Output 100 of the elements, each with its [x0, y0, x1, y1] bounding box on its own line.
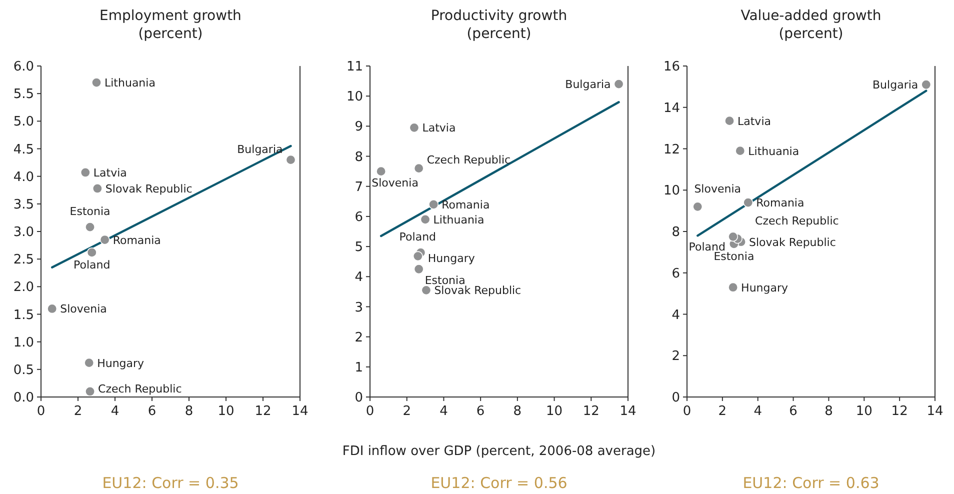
- point: [412, 251, 423, 262]
- chart-title: Value-added growth (percent): [740, 8, 882, 42]
- point: [421, 285, 432, 296]
- annotation: Bulgaria: [872, 78, 918, 92]
- chart-title: Employment growth (percent): [100, 8, 242, 42]
- x-tick-label: 0: [36, 404, 46, 419]
- annotation: Bulgaria: [237, 142, 283, 156]
- annotation: Poland: [74, 258, 110, 272]
- y-tick-label: 1: [354, 360, 363, 376]
- annotation: Czech Republic: [98, 382, 182, 396]
- y-tick-label: 7: [354, 180, 363, 195]
- x-tick-label: 6: [789, 404, 798, 419]
- point: [735, 146, 746, 156]
- x-tick-label: 12: [582, 404, 600, 419]
- y-tick-label: 8: [672, 225, 680, 240]
- y-tick-label: 2: [354, 330, 363, 346]
- y-tick-label: 10: [663, 184, 680, 199]
- point: [414, 264, 424, 274]
- annotation: Romania: [756, 196, 804, 210]
- y-tick-label: 16: [663, 60, 680, 75]
- y-tick-label: 6.0: [13, 60, 34, 75]
- point: [86, 247, 97, 258]
- point: [85, 386, 96, 396]
- annotation: Latvia: [93, 166, 127, 180]
- point: [84, 358, 94, 368]
- y-tick-label: 6: [354, 210, 363, 226]
- point: [409, 122, 420, 133]
- y-tick-label: 12: [663, 142, 680, 158]
- point: [47, 304, 58, 314]
- point: [286, 154, 296, 165]
- x-tick-label: 0: [366, 404, 374, 419]
- x-tick-label: 8: [513, 404, 522, 419]
- y-tick-label: 0: [672, 390, 680, 406]
- point: [420, 214, 430, 224]
- y-tick-label: 0: [354, 390, 363, 406]
- point: [614, 79, 624, 90]
- x-tick-label: 0: [682, 404, 692, 419]
- x-axis-title: FDI inflow over GDP (percent, 2006-08 average): [342, 444, 656, 459]
- x-tick-label: 12: [891, 404, 908, 419]
- y-tick-label: 5.0: [13, 114, 34, 130]
- annotation: Czech Republic: [755, 214, 839, 228]
- annotation: Latvia: [422, 122, 456, 135]
- x-tick-label: 4: [440, 404, 448, 419]
- annotation: Slovak Republic: [105, 182, 192, 196]
- x-tick-label: 2: [74, 404, 82, 419]
- point: [743, 198, 754, 208]
- annotation: Lithuania: [433, 213, 484, 226]
- y-tick-label: 9: [354, 120, 363, 135]
- x-tick-label: 10: [546, 404, 563, 419]
- x-tick-label: 8: [184, 404, 194, 419]
- x-tick-label: 2: [402, 404, 411, 419]
- point: [376, 166, 386, 176]
- y-tick-label: 2.0: [13, 280, 34, 296]
- y-tick-label: 5.5: [13, 87, 34, 102]
- point: [92, 183, 102, 194]
- y-tick-label: 14: [663, 100, 680, 116]
- annotation: Lithuania: [104, 76, 156, 90]
- y-tick-label: 1.0: [13, 335, 34, 350]
- y-tick-label: 5: [354, 240, 363, 256]
- annotation: Slovenia: [372, 176, 418, 190]
- text: EU12: Corr = 0.35: [102, 474, 239, 492]
- point: [728, 232, 738, 242]
- point: [692, 202, 703, 212]
- x-tick-label: 14: [292, 404, 308, 419]
- annotation: Bulgaria: [565, 78, 611, 92]
- chart-title: Productivity growth (percent): [430, 8, 568, 42]
- y-tick-label: 3: [354, 300, 363, 316]
- y-tick-label: 8: [354, 150, 363, 165]
- point: [428, 199, 439, 210]
- annotation: Slovak Republic: [749, 236, 836, 249]
- x-tick-label: 6: [476, 404, 485, 419]
- annotation: Slovenia: [694, 182, 742, 196]
- annotation: Slovak Republic: [434, 284, 522, 298]
- y-tick-label: 0.0: [13, 390, 34, 406]
- x-tick-label: 4: [110, 404, 120, 419]
- point: [921, 80, 932, 90]
- x-tick-label: 12: [254, 404, 272, 419]
- x-tick-label: 10: [856, 404, 872, 419]
- text: EU12: Corr = 0.63: [742, 474, 880, 492]
- y-tick-label: 4.5: [13, 142, 34, 158]
- annotation: Hungary: [97, 356, 145, 370]
- annotation: Romania: [112, 234, 161, 247]
- point: [100, 234, 110, 245]
- annotation: Hungary: [428, 252, 476, 266]
- y-tick-label: 10: [346, 90, 363, 105]
- y-tick-label: 4: [354, 270, 363, 286]
- y-tick-label: 3.0: [13, 225, 34, 240]
- annotation: Poland: [399, 230, 436, 244]
- point: [85, 222, 96, 232]
- text: EU12: Corr = 0.56: [430, 474, 568, 492]
- x-tick-label: 14: [926, 404, 944, 419]
- y-tick-label: 4: [672, 308, 680, 323]
- y-tick-label: 3.5: [13, 197, 34, 212]
- x-tick-label: 6: [148, 404, 156, 419]
- annotation: Estonia: [714, 250, 754, 263]
- annotation: Latvia: [738, 114, 772, 128]
- x-tick-label: 4: [754, 404, 762, 419]
- y-tick-label: 2.5: [13, 252, 34, 268]
- y-tick-label: 1.5: [13, 308, 34, 323]
- annotation: Slovenia: [60, 302, 107, 316]
